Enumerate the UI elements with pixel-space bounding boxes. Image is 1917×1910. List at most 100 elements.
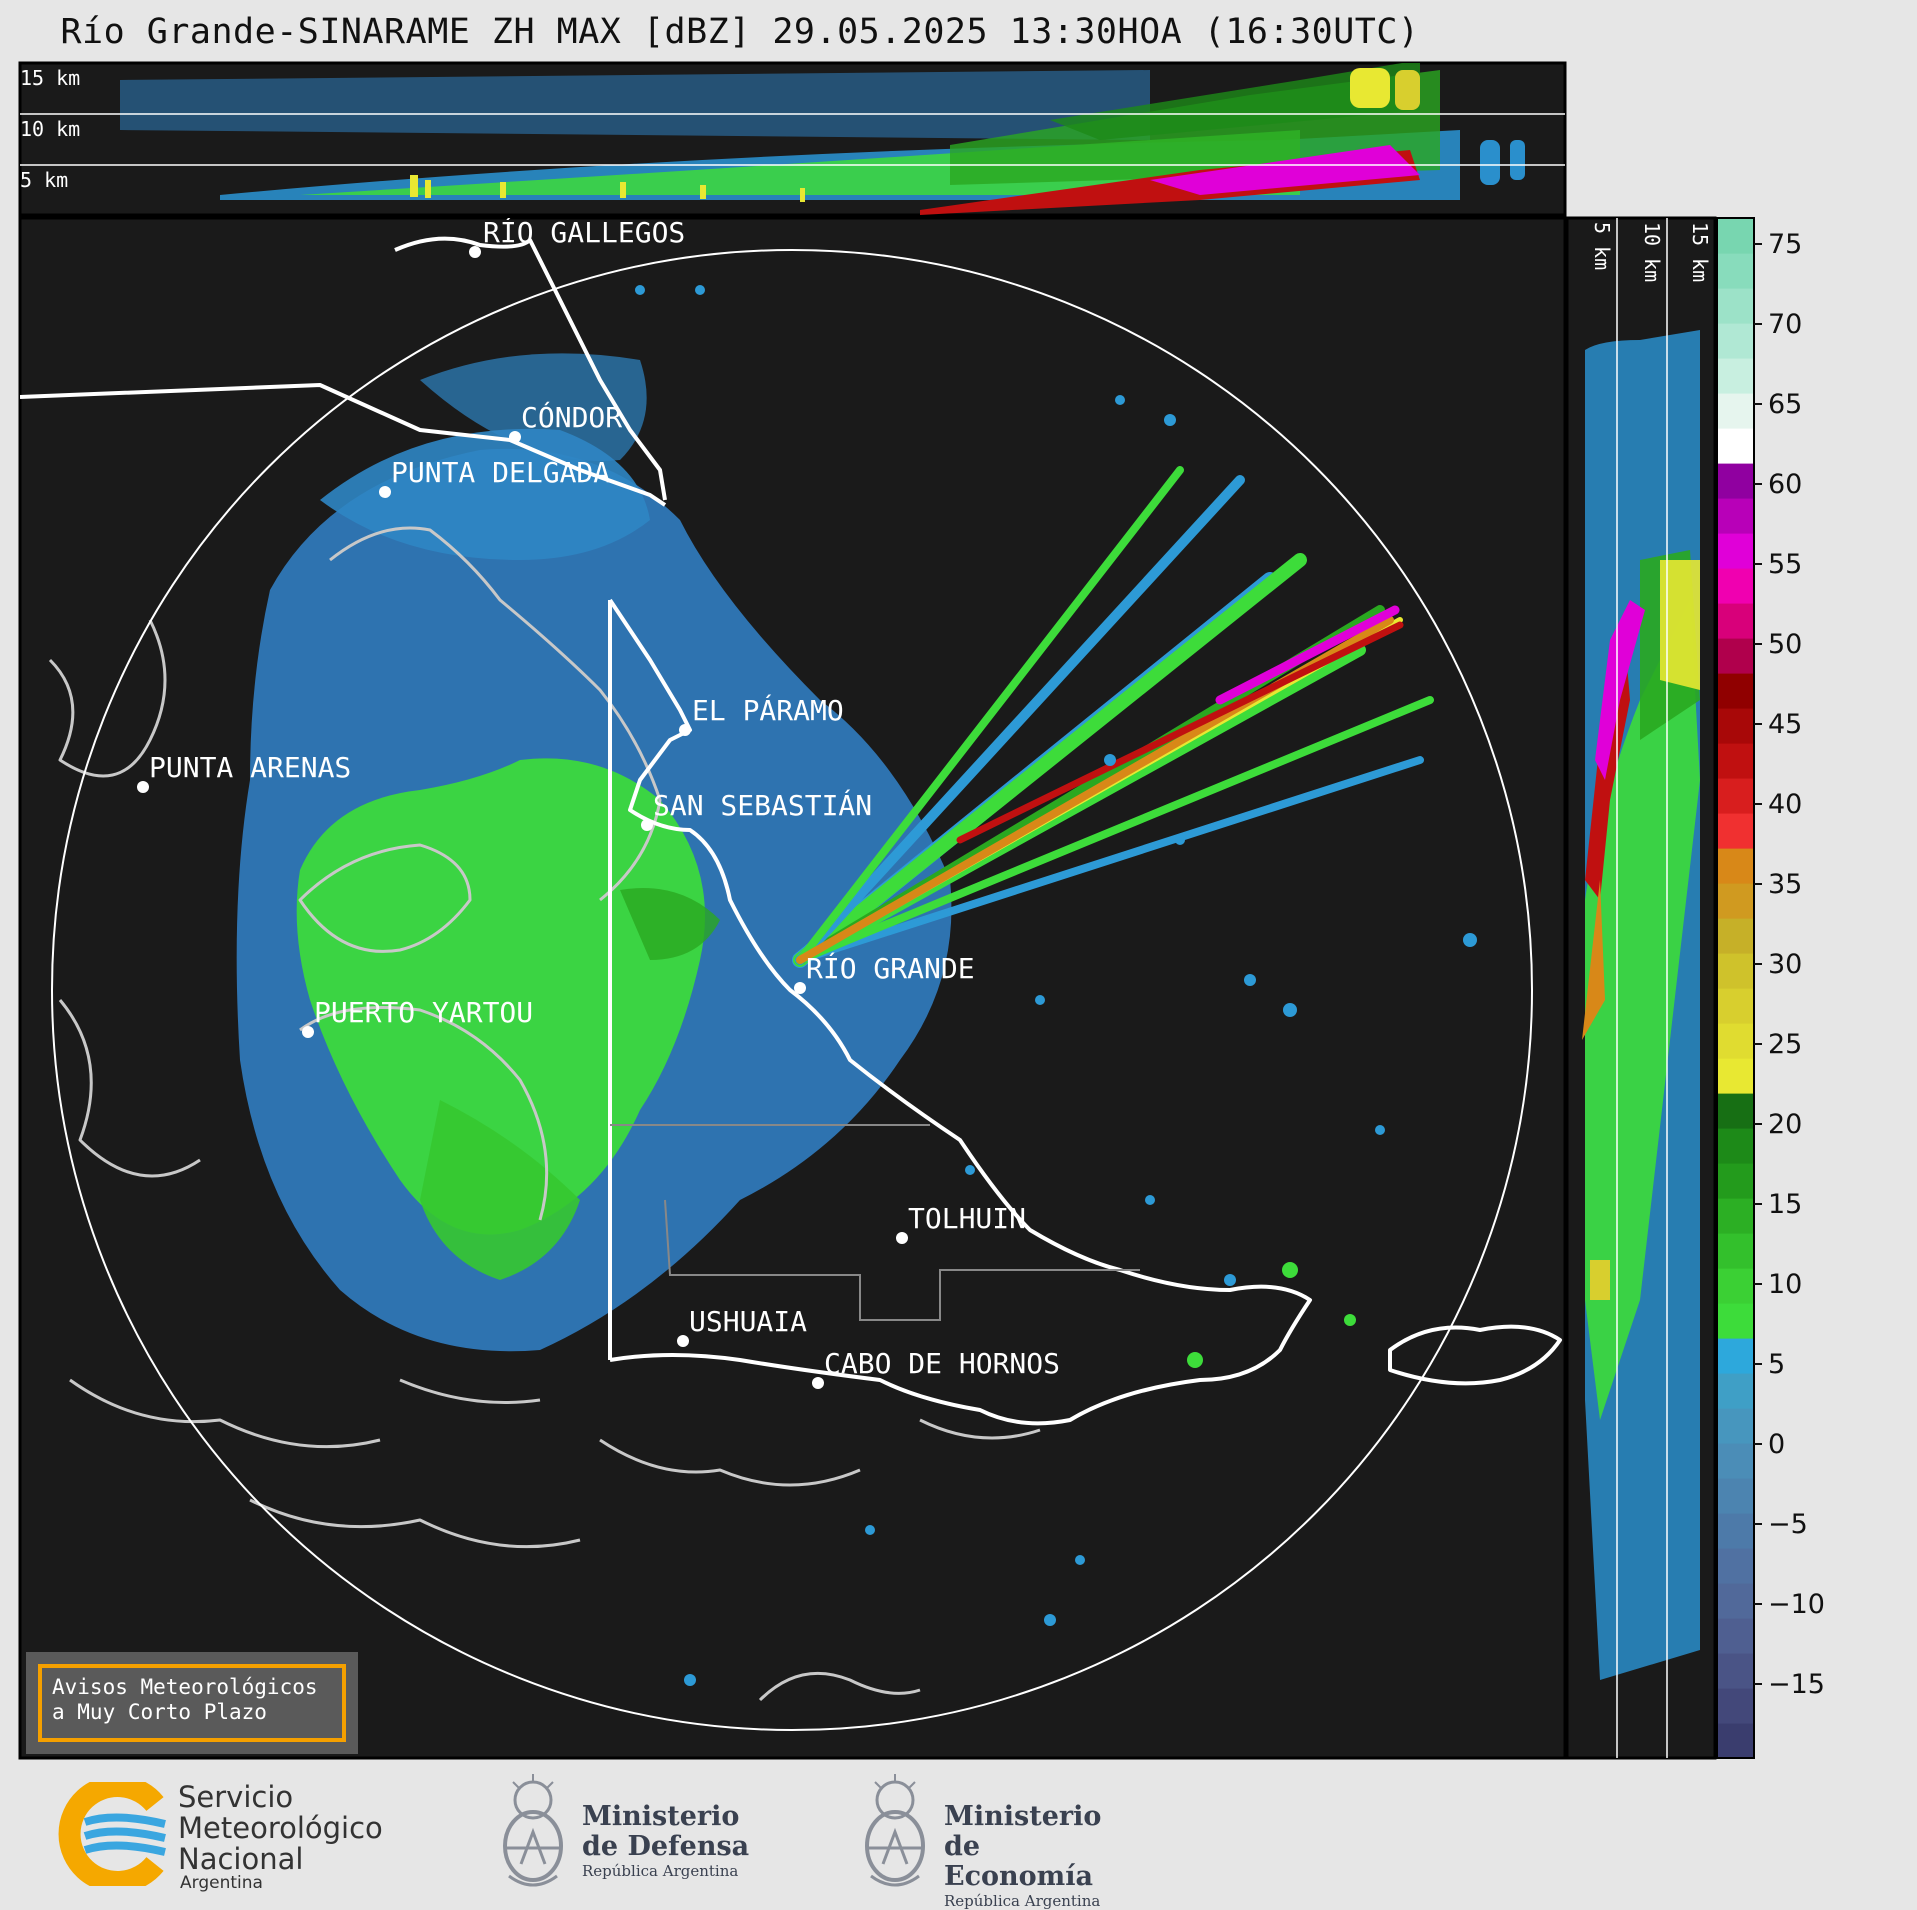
echo-green-region — [296, 758, 705, 1235]
defensa-sub: República Argentina — [582, 1862, 739, 1880]
smn-line-2: Meteorológico — [178, 1811, 383, 1845]
colorbar-tick-label: 10 — [1768, 1269, 1802, 1300]
colorbar-swatch — [1717, 1408, 1754, 1444]
colorbar-tick-label: −15 — [1768, 1669, 1825, 1700]
colorbar-swatch — [1717, 1688, 1754, 1724]
colorbar-swatch — [1717, 1443, 1754, 1479]
colorbar-swatch — [1717, 1093, 1754, 1129]
top-label-5km: 5 km — [20, 168, 68, 192]
colorbar-swatch — [1717, 743, 1754, 779]
colorbar-swatch — [1717, 1653, 1754, 1689]
city-label-san-sebastian: SAN SEBASTIÁN — [653, 788, 872, 822]
colorbar-swatch — [1717, 883, 1754, 919]
colorbar-swatch — [1717, 463, 1754, 499]
colorbar-swatch — [1717, 953, 1754, 989]
colorbar-swatch — [1717, 1268, 1754, 1304]
colorbar-tick-label: 45 — [1768, 709, 1802, 740]
argentina-coat-of-arms-icon — [503, 1774, 563, 1887]
defensa-line-2: de Defensa — [582, 1831, 750, 1862]
economia-logo: Ministerio de Economía República Argenti… — [857, 1760, 1117, 1910]
avisos-button[interactable]: Avisos Meteorológicos a Muy Corto Plazo — [26, 1652, 358, 1754]
colorbar-swatch — [1717, 1303, 1754, 1339]
colorbar-swatch — [1717, 848, 1754, 884]
side-label-5km: 5 km — [1590, 222, 1614, 270]
avisos-line-1: Avisos Meteorológicos — [52, 1675, 318, 1699]
city-label-punta-arenas: PUNTA ARENAS — [149, 751, 351, 784]
colorbar-tick-label: 15 — [1768, 1189, 1802, 1220]
colorbar-tick-label: 40 — [1768, 789, 1802, 820]
city-label-punta-delgada: PUNTA DELGADA — [391, 456, 610, 489]
coastlines — [48, 526, 1041, 1702]
echo-rays-ne — [792, 466, 1434, 968]
colorbar-swatch — [1717, 1128, 1754, 1164]
defensa-logo: Ministerio de Defensa República Argentin… — [495, 1760, 755, 1909]
colorbar-swatch — [1717, 1548, 1754, 1584]
city-label-el-paramo: EL PÁRAMO — [692, 693, 844, 727]
colorbar-swatch — [1717, 218, 1754, 254]
colorbar-tick-label: 25 — [1768, 1029, 1802, 1060]
city-label-cabo-de-hornos: CABO DE HORNOS — [824, 1347, 1060, 1380]
colorbar-swatch — [1717, 1233, 1754, 1269]
colorbar-swatch — [1717, 813, 1754, 849]
radar-figure: 15 km 10 km 5 km — [18, 61, 1825, 1760]
avisos-line-2: a Muy Corto Plazo — [52, 1700, 267, 1724]
economia-line-1: Ministerio — [944, 1801, 1102, 1832]
top-label-15km: 15 km — [20, 66, 80, 90]
colorbar — [1716, 217, 1755, 1759]
colorbar-swatch — [1717, 673, 1754, 709]
colorbar-swatch — [1717, 1723, 1754, 1759]
city-label-rio-grande: RÍO GRANDE — [806, 951, 975, 985]
colorbar-tick-label: 50 — [1768, 629, 1802, 660]
colorbar-swatch — [1717, 603, 1754, 639]
colorbar-swatch — [1717, 778, 1754, 814]
economia-line-2: de Economía — [944, 1831, 1093, 1892]
side-height-panel: 5 km 10 km 15 km — [1565, 216, 1717, 1760]
map-title: Río Grande-SINARAME ZH MAX [dBZ] 29.05.2… — [60, 12, 1420, 52]
colorbar-tick-label: 65 — [1768, 389, 1802, 420]
colorbar-swatch — [1717, 358, 1754, 394]
colorbar-swatch — [1717, 1338, 1754, 1374]
colorbar-swatch — [1717, 1198, 1754, 1234]
city-markers — [137, 246, 908, 1389]
smn-line-1: Servicio — [178, 1780, 294, 1814]
city-label-tolhuin: TOLHUIN — [908, 1202, 1026, 1235]
colorbar-swatch — [1717, 393, 1754, 429]
side-label-10km: 10 km — [1640, 222, 1664, 282]
top-echo-profile — [120, 63, 1525, 215]
radar-map: RÍO GALLEGOS CÓNDOR PUNTA DELGADA EL PÁR… — [18, 215, 1567, 1760]
colorbar-swatch — [1717, 1058, 1754, 1094]
colorbar-tick-label: 60 — [1768, 469, 1802, 500]
footer-logos: Servicio Meteorológico Nacional Argentin… — [0, 1760, 1917, 1910]
colorbar-swatch — [1717, 498, 1754, 534]
colorbar-frame — [1716, 217, 1755, 1759]
colorbar-swatch — [1717, 288, 1754, 324]
smn-logo-icon — [58, 1782, 166, 1886]
colorbar-tick-label: 30 — [1768, 949, 1802, 980]
colorbar-tick-label: 20 — [1768, 1109, 1802, 1140]
top-height-panel: 15 km 10 km 5 km — [18, 61, 1567, 217]
colorbar-tick-label: 75 — [1768, 229, 1802, 260]
colorbar-swatch — [1717, 1618, 1754, 1654]
colorbar-tick-label: 55 — [1768, 549, 1802, 580]
city-label-condor: CÓNDOR — [521, 400, 622, 434]
city-label-rio-gallegos: RÍO GALLEGOS — [483, 215, 685, 249]
city-label-puerto-yartou: PUERTO YARTOU — [314, 996, 533, 1029]
colorbar-swatch — [1717, 323, 1754, 359]
echo-scattered-cells — [635, 285, 1477, 1686]
smn-logo: Servicio Meteorológico Nacional Argentin… — [55, 1760, 395, 1909]
range-ring — [51, 249, 1533, 1731]
colorbar-swatch — [1717, 253, 1754, 289]
colorbar-swatch — [1717, 918, 1754, 954]
colorbar-swatch — [1717, 1513, 1754, 1549]
colorbar-swatch — [1717, 708, 1754, 744]
colorbar-swatch — [1717, 1163, 1754, 1199]
colorbar-swatch — [1717, 1023, 1754, 1059]
colorbar-swatch — [1717, 1478, 1754, 1514]
colorbar-swatch — [1717, 1373, 1754, 1409]
city-label-ushuaia: USHUAIA — [689, 1305, 807, 1338]
colorbar-swatch — [1717, 1583, 1754, 1619]
economia-sub: República Argentina — [944, 1892, 1101, 1910]
argentina-coat-of-arms-icon — [865, 1774, 925, 1887]
colorbar-tick-label: 5 — [1768, 1349, 1785, 1380]
